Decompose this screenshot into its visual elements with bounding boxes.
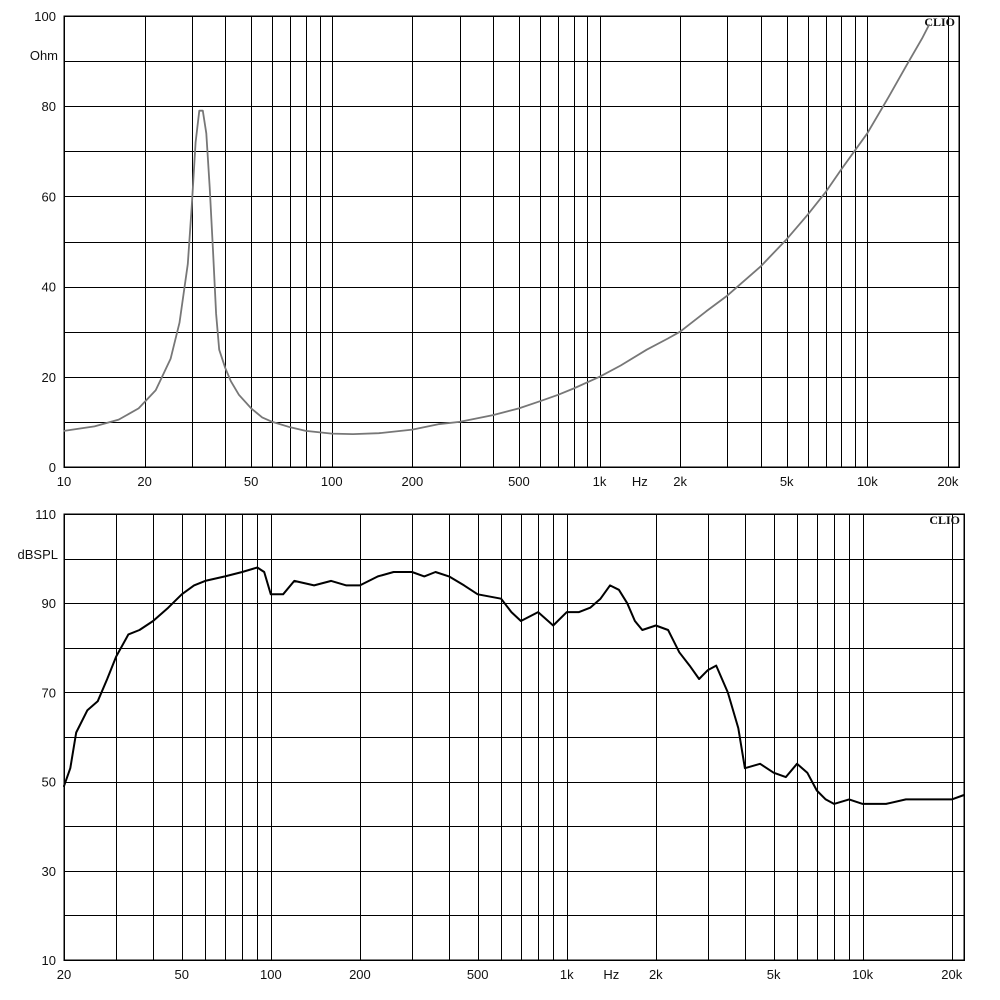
x-tick-label: 2k — [649, 967, 663, 982]
x-tick-label: 1k — [560, 967, 574, 982]
y-tick-label: 80 — [42, 99, 56, 114]
y-tick-label: 10 — [42, 953, 56, 968]
x-tick-label: 10k — [857, 474, 878, 489]
x-tick-label: 20 — [137, 474, 151, 489]
y-tick-label: 30 — [42, 864, 56, 879]
x-tick-label: 20k — [937, 474, 958, 489]
x-tick-label: 5k — [780, 474, 794, 489]
y-tick-labels: 10 30 50 70 90 110 — [35, 507, 56, 968]
y-axis-label: Ohm — [30, 48, 58, 63]
y-tick-labels: 0 20 40 60 80 100 — [34, 9, 56, 475]
plot-frame — [63, 15, 960, 468]
series-line-1 — [63, 24, 930, 436]
x-tick-label: 20 — [57, 967, 71, 982]
y-tick-label: 20 — [42, 370, 56, 385]
chart-1: 0 20 40 60 80 100 Ohm 10 20 50 100 200 500 1k 2k 5k 10k 2… — [30, 9, 960, 489]
plot-frame — [63, 513, 965, 961]
y-tick-label: 90 — [42, 596, 56, 611]
x-tick-label: 200 — [402, 474, 424, 489]
y-grid — [64, 559, 964, 916]
y-tick-label: 60 — [42, 189, 56, 204]
x-axis-unit: Hz — [603, 967, 619, 982]
y-tick-label: 110 — [35, 507, 56, 522]
x-tick-label: 2k — [673, 474, 687, 489]
y-axis-label: dBSPL — [18, 547, 58, 562]
x-tick-label: 1k — [593, 474, 607, 489]
x-tick-label: 10 — [57, 474, 71, 489]
x-tick-label: 500 — [508, 474, 530, 489]
x-tick-label: 100 — [260, 967, 282, 982]
brand-label: CLIO — [929, 513, 960, 527]
x-axis-unit: Hz — [632, 474, 648, 489]
x-tick-label: 500 — [467, 967, 489, 982]
x-tick-label: 100 — [321, 474, 343, 489]
x-grid — [145, 16, 949, 467]
x-tick-label: 20k — [941, 967, 962, 982]
chart-2: 10 30 50 70 90 110 dBSPL 20 50 100 200 500 1k 2k 5k 10k… — [18, 507, 965, 982]
x-tick-label: 10k — [852, 967, 873, 982]
x-tick-label: 5k — [767, 967, 781, 982]
x-tick-labels: 20 50 100 200 500 1k 2k 5k 10k 20k — [57, 967, 963, 982]
y-tick-label: 100 — [34, 9, 56, 24]
y-tick-label: 0 — [49, 460, 56, 475]
series-line-1 — [63, 566, 965, 805]
y-tick-label: 40 — [42, 280, 56, 295]
x-tick-label: 200 — [349, 967, 371, 982]
brand-label: CLIO — [924, 15, 955, 29]
y-tick-label: 70 — [42, 685, 56, 700]
y-tick-label: 50 — [42, 775, 56, 790]
x-tick-labels: 10 20 50 100 200 500 1k 2k 5k 10k 20k — [57, 474, 959, 489]
x-tick-label: 50 — [175, 967, 189, 982]
x-tick-label: 50 — [244, 474, 258, 489]
